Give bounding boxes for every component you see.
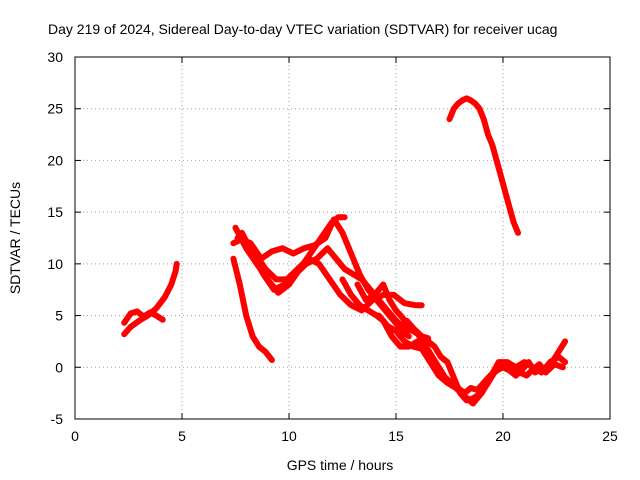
- y-tick-label: 0: [55, 359, 63, 375]
- x-tick-label: 25: [602, 428, 618, 444]
- series-line-arc-9: [354, 281, 569, 404]
- x-axis-label: GPS time / hours: [287, 457, 394, 473]
- y-tick-label: 10: [47, 256, 63, 272]
- chart-title: Day 219 of 2024, Sidereal Day-to-day VTE…: [48, 21, 557, 37]
- y-tick-label: 25: [47, 101, 63, 117]
- x-tick-label: 10: [281, 428, 297, 444]
- plot-series: [121, 95, 569, 407]
- series-line-arc-1: [121, 260, 180, 338]
- series-line-arc-11: [403, 317, 566, 397]
- grid: [75, 57, 610, 419]
- x-tick-label: 20: [495, 428, 511, 444]
- plot-frame: [74, 56, 611, 420]
- y-tick-label: 30: [47, 49, 63, 65]
- series-line-arc-12: [446, 95, 521, 236]
- axis-ticks: 0 5 10 15 20 25 -5 0 5 10 15 20 25 30: [47, 49, 618, 444]
- series-line-arc-4: [230, 235, 425, 314]
- x-tick-label: 15: [388, 428, 404, 444]
- y-tick-label: 20: [47, 152, 63, 168]
- series-line-arc-7: [238, 229, 432, 342]
- series-line-arc-2: [121, 308, 166, 326]
- series-line-arc-3: [230, 255, 275, 363]
- y-axis-label: SDTVAR / TECUs: [7, 182, 23, 294]
- y-tick-label: 15: [47, 204, 63, 220]
- y-tick-label: -5: [51, 411, 64, 427]
- y-tick-label: 5: [55, 308, 63, 324]
- x-tick-label: 5: [178, 428, 186, 444]
- x-tick-label: 0: [71, 428, 79, 444]
